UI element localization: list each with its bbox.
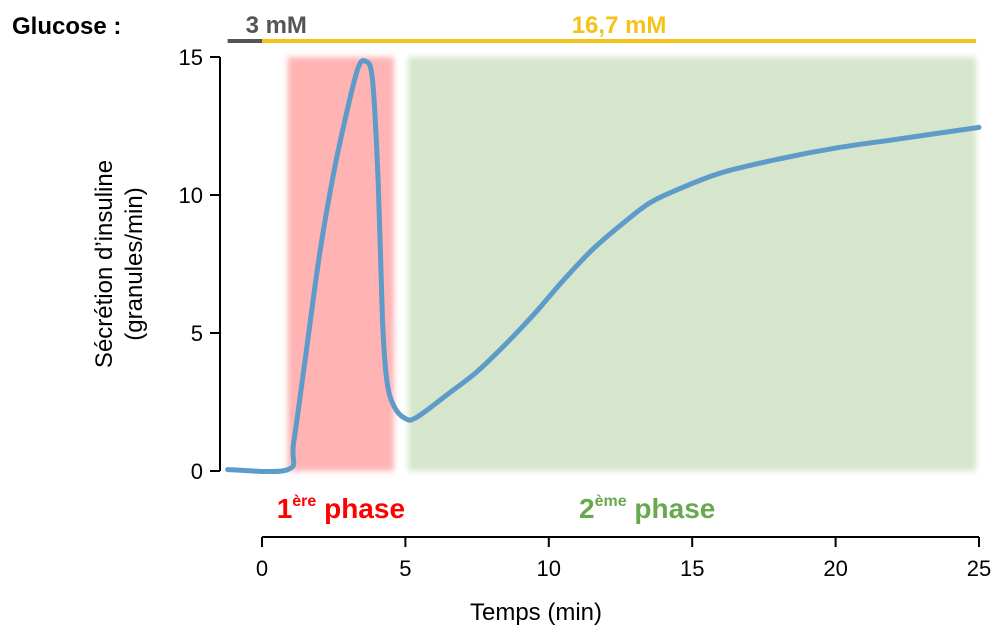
glucose-concentration-label-1: 3 mM: [246, 12, 307, 39]
series-line-1: [225, 57, 982, 475]
x-tick-label: 10: [537, 556, 561, 581]
y-tick-label: 15: [179, 45, 203, 70]
y-tick-label: 10: [179, 183, 203, 208]
y-tick-label: 5: [191, 321, 203, 346]
glucose-concentration-label-2: 16,7 mM: [572, 12, 667, 39]
phase-2-label: 2ème phase: [579, 493, 715, 524]
x-tick-label: 20: [823, 556, 847, 581]
glucose-label: Glucose :: [12, 13, 121, 40]
x-tick-label: 5: [399, 556, 411, 581]
x-axis-title: Temps (min): [470, 599, 602, 626]
y-axis-title-line-1: Sécrétion d’insuline: [91, 160, 118, 368]
x-tick-label: 15: [680, 556, 704, 581]
y-axis-title-line-2: (granules/min): [121, 187, 148, 340]
y-tick-label: 0: [191, 459, 203, 484]
phase-1-band: [287, 57, 394, 471]
phase-2-band: [408, 57, 977, 471]
x-tick-label: 0: [256, 556, 268, 581]
x-tick-label: 25: [967, 556, 991, 581]
phase-1-label: 1ère phase: [277, 493, 405, 524]
